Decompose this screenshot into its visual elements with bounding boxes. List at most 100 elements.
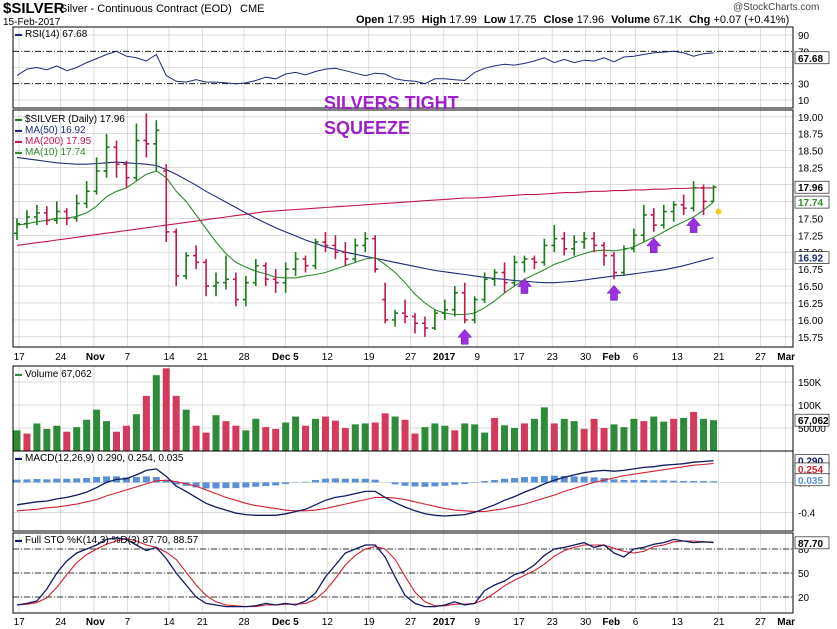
- up-arrow-icon-1: [516, 278, 533, 294]
- price-legend-swatch-3: ▬: [15, 149, 22, 156]
- date-axis-tick-20: 27: [755, 352, 767, 363]
- volume-bar-35: [361, 423, 369, 451]
- contract-description: Silver - Continuous Contract (EOD): [60, 3, 232, 15]
- price-bar-34: [352, 238, 359, 263]
- price-bar-15: [163, 164, 170, 243]
- volume-bar-58: [590, 418, 598, 451]
- volume-bar-3: [43, 428, 51, 451]
- macd-hist-bar-42: [431, 482, 439, 487]
- annotation-line-1: SILVERS TIGHT: [324, 93, 459, 113]
- macd-line: [16, 460, 714, 517]
- macd-tick-label-1: -0.4: [798, 508, 816, 519]
- price-bar-43: [441, 299, 448, 320]
- volume-bar-55: [560, 418, 568, 451]
- macd-hist-badge: 0.035: [798, 476, 823, 487]
- date-axis-tick-14: 23: [547, 352, 559, 363]
- ma10-badge-box: [794, 195, 830, 209]
- price-bar-17: [183, 252, 190, 280]
- date-axis-bottom-tick-21: Mar: [777, 617, 795, 628]
- volume-bar-66: [670, 418, 678, 451]
- macd-hist-bar-43: [441, 482, 449, 486]
- macd-hist-bar-25: [262, 482, 270, 487]
- macd-hist-bar-66: [670, 480, 678, 483]
- volume-bar-54: [550, 423, 558, 451]
- price-bar-10: [113, 140, 120, 178]
- date-axis-tick-0: 17: [14, 352, 26, 363]
- price-bar-12: [133, 123, 140, 182]
- price-bar-66: [670, 201, 677, 222]
- change-value: +0.07 (+0.41%): [713, 14, 790, 26]
- volume-bar-7: [83, 419, 91, 451]
- volume-bar-47: [481, 432, 489, 451]
- sto-tick-label-2: 20: [798, 593, 810, 604]
- date-axis-bottom-tick-6: 28: [239, 617, 251, 628]
- price-bar-51: [521, 255, 528, 273]
- macd-hist-bar-38: [391, 482, 399, 485]
- volume-bar-36: [371, 422, 379, 451]
- price-bar-44: [451, 286, 458, 317]
- date-axis-bottom-tick-9: 19: [363, 617, 375, 628]
- volume-value: 67.1K: [653, 14, 682, 26]
- price-bar-50: [511, 255, 518, 287]
- price-close-badge-box: [794, 180, 830, 194]
- high-value: 17.99: [449, 14, 477, 26]
- price-bar-49: [501, 262, 508, 293]
- macd-hist-bar-34: [351, 478, 359, 483]
- price-tick-label-6: 17.50: [798, 214, 823, 225]
- symbol-title: $SILVER: [3, 0, 65, 17]
- price-bar-1: [23, 210, 30, 229]
- date-axis-bottom-strip: [13, 614, 793, 629]
- volume-bar-50: [511, 428, 518, 451]
- volume-legend-swatch: ▬: [15, 371, 22, 378]
- price-bar-13: [143, 113, 150, 158]
- macd-hist-bar-64: [650, 480, 658, 483]
- volume-bar-6: [73, 427, 81, 451]
- volume-bar-46: [471, 424, 479, 451]
- date-axis-bottom-tick-16: Feb: [602, 617, 620, 628]
- date-axis-bottom-tick-18: 13: [672, 617, 684, 628]
- price-tick-label-12: 16.00: [798, 316, 823, 327]
- macd-legend-swatch: ▬: [15, 455, 22, 462]
- volume-bar-64: [650, 416, 658, 451]
- macd-hist-bar-3: [43, 479, 51, 483]
- volume-bar-4: [53, 425, 61, 451]
- date-axis-tick-11: 2017: [433, 352, 456, 363]
- volume-bar-15: [162, 368, 170, 451]
- close-label: Close: [543, 14, 574, 26]
- macd-hist-bar-7: [83, 478, 91, 483]
- price-legend-2: MA(200) 17.95: [25, 136, 92, 147]
- macd-hist-bar-60: [610, 479, 618, 483]
- open-value: 17.95: [387, 14, 415, 26]
- volume-bar-38: [391, 416, 399, 451]
- rsi-legend-swatch: ▬: [15, 31, 22, 38]
- price-bar-68: [690, 181, 697, 212]
- volume-bar-32: [331, 420, 339, 451]
- volume-bar-17: [182, 409, 190, 451]
- sto-legend-swatch: ▬: [15, 537, 22, 544]
- volume-bar-67: [680, 417, 688, 451]
- volume-bar-28: [292, 416, 300, 451]
- price-legend-3: MA(10) 17.74: [25, 147, 86, 158]
- macd-hist-bar-48: [491, 480, 499, 483]
- ma10-line: [16, 170, 714, 316]
- open-label: Open: [356, 14, 385, 26]
- macd-hist-bar-18: [192, 482, 200, 488]
- macd-hist-bar-32: [331, 478, 339, 483]
- date-axis-bottom-tick-10: 27: [405, 617, 417, 628]
- macd-hist-bar-5: [63, 478, 71, 483]
- price-bar-21: [222, 255, 229, 290]
- sto-frame: [12, 532, 794, 614]
- volume-bar-2: [33, 423, 41, 451]
- volume-bar-40: [411, 433, 419, 451]
- price-bar-8: [93, 157, 100, 195]
- price-bar-46: [471, 296, 478, 324]
- macd-hist-bar-69: [700, 481, 708, 483]
- price-bar-20: [213, 272, 219, 297]
- macd-hist-bar-56: [570, 476, 578, 483]
- volume-bar-41: [421, 427, 429, 451]
- date-axis-tick-12: 9: [474, 352, 480, 363]
- macd-hist-bar-8: [93, 477, 101, 483]
- macd-hist-bar-68: [690, 481, 698, 483]
- macd-hist-bar-29: [302, 481, 310, 483]
- rsi-tick-label-2: 30: [798, 80, 810, 91]
